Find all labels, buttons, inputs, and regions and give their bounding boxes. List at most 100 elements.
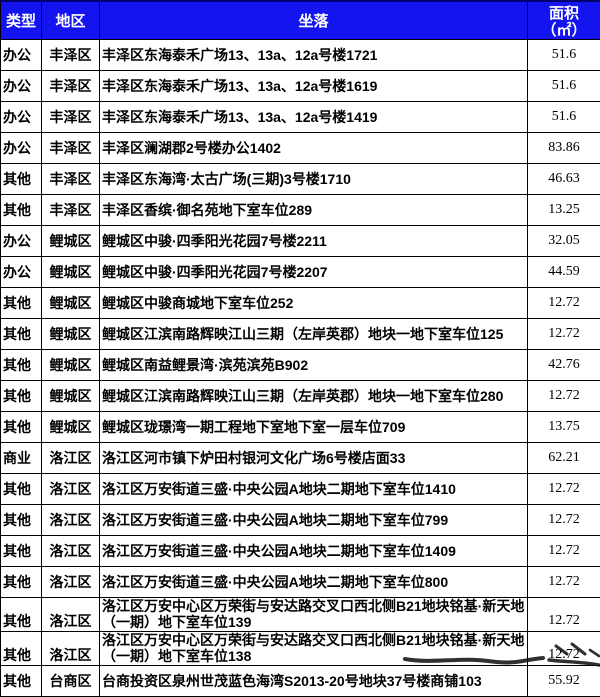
cell-type[interactable]: 办公 <box>1 226 42 257</box>
cell-location[interactable]: 丰泽区东海泰禾广场13、13a、12a号楼1619 <box>100 71 528 102</box>
cell-area[interactable]: 13.25 <box>528 195 600 226</box>
cell-type[interactable]: 办公 <box>1 40 42 71</box>
cell-location[interactable]: 丰泽区东海湾·太古广场(三期)3号楼1710 <box>100 164 528 195</box>
cell-type[interactable]: 其他 <box>1 567 42 598</box>
cell-type[interactable]: 办公 <box>1 71 42 102</box>
cell-type[interactable]: 其他 <box>1 319 42 350</box>
cell-type[interactable]: 办公 <box>1 257 42 288</box>
cell-district[interactable]: 洛江区 <box>42 443 100 474</box>
cell-district[interactable]: 洛江区 <box>42 632 100 666</box>
cell-location[interactable]: 丰泽区香缤·御名苑地下室车位289 <box>100 195 528 226</box>
col-header-area[interactable]: 面积 （㎡） <box>528 1 600 40</box>
cell-location[interactable]: 洛江区万安街道三盛·中央公园A地块二期地下室车位799 <box>100 505 528 536</box>
cell-district[interactable]: 洛江区 <box>42 474 100 505</box>
cell-type[interactable]: 其他 <box>1 632 42 666</box>
cell-area[interactable]: 62.21 <box>528 443 600 474</box>
cell-area[interactable]: 46.63 <box>528 164 600 195</box>
cell-type[interactable]: 其他 <box>1 164 42 195</box>
cell-area[interactable]: 51.6 <box>528 40 600 71</box>
cell-location[interactable]: 鲤城区中骏·四季阳光花园7号楼2207 <box>100 257 528 288</box>
cell-location[interactable]: 洛江区万安街道三盛·中央公园A地块二期地下室车位1410 <box>100 474 528 505</box>
cell-district[interactable]: 鲤城区 <box>42 226 100 257</box>
cell-type[interactable]: 办公 <box>1 102 42 133</box>
cell-area[interactable]: 12.72 <box>528 632 600 666</box>
cell-area[interactable]: 51.6 <box>528 102 600 133</box>
cell-type[interactable]: 办公 <box>1 133 42 164</box>
cell-area[interactable]: 51.6 <box>528 71 600 102</box>
cell-area[interactable]: 32.05 <box>528 226 600 257</box>
cell-district[interactable]: 鲤城区 <box>42 288 100 319</box>
cell-district[interactable]: 丰泽区 <box>42 40 100 71</box>
col-header-type[interactable]: 类型 <box>1 1 42 40</box>
cell-location[interactable]: 鲤城区中骏·四季阳光花园7号楼2211 <box>100 226 528 257</box>
cell-district[interactable]: 鲤城区 <box>42 350 100 381</box>
col-header-location[interactable]: 坐落 <box>100 1 528 40</box>
cell-area[interactable]: 12.72 <box>528 319 600 350</box>
cell-location[interactable]: 鲤城区江滨南路辉映江山三期（左岸英郡）地块一地下室车位280 <box>100 381 528 412</box>
cell-area[interactable]: 12.72 <box>528 505 600 536</box>
cell-district[interactable]: 丰泽区 <box>42 164 100 195</box>
header-row: 类型 地区 坐落 面积 （㎡） <box>1 1 600 40</box>
cell-location[interactable]: 鲤城区江滨南路辉映江山三期（左岸英郡）地块一地下室车位125 <box>100 319 528 350</box>
cell-type[interactable]: 其他 <box>1 288 42 319</box>
cell-type[interactable]: 其他 <box>1 381 42 412</box>
cell-district[interactable]: 丰泽区 <box>42 71 100 102</box>
cell-district[interactable]: 洛江区 <box>42 536 100 567</box>
cell-location[interactable]: 洛江区万安中心区万荣街与安达路交叉口西北侧B21地块铭基·新天地（一期）地下室车… <box>100 598 528 632</box>
cell-area[interactable]: 12.72 <box>528 536 600 567</box>
cell-location[interactable]: 丰泽区东海泰禾广场13、13a、12a号楼1419 <box>100 102 528 133</box>
cell-location[interactable]: 洛江区万安街道三盛·中央公园A地块二期地下室车位1409 <box>100 536 528 567</box>
cell-area[interactable]: 44.59 <box>528 257 600 288</box>
cell-area[interactable]: 12.72 <box>528 381 600 412</box>
cell-type[interactable]: 其他 <box>1 598 42 632</box>
cell-district[interactable]: 丰泽区 <box>42 195 100 226</box>
cell-district[interactable]: 鲤城区 <box>42 257 100 288</box>
cell-area[interactable]: 12.72 <box>528 567 600 598</box>
cell-location[interactable]: 洛江区万安中心区万荣街与安达路交叉口西北侧B21地块铭基·新天地（一期）地下室车… <box>100 632 528 666</box>
cell-location[interactable]: 鲤城区中骏商城地下室车位252 <box>100 288 528 319</box>
cell-type[interactable]: 其他 <box>1 536 42 567</box>
table-header: 类型 地区 坐落 面积 （㎡） <box>1 1 600 40</box>
cell-type[interactable]: 其他 <box>1 505 42 536</box>
cell-location[interactable]: 丰泽区东海泰禾广场13、13a、12a号楼1721 <box>100 40 528 71</box>
col-header-district[interactable]: 地区 <box>42 1 100 40</box>
cell-type[interactable]: 其他 <box>1 350 42 381</box>
cell-area[interactable]: 12.72 <box>528 474 600 505</box>
cell-area[interactable]: 12.72 <box>528 598 600 632</box>
cell-location[interactable]: 洛江区河市镇下炉田村银河文化广场6号楼店面33 <box>100 443 528 474</box>
cell-district[interactable]: 鲤城区 <box>42 381 100 412</box>
cell-area[interactable]: 12.72 <box>528 288 600 319</box>
cell-area[interactable]: 13.75 <box>528 412 600 443</box>
cell-district[interactable]: 鲤城区 <box>42 412 100 443</box>
cell-district[interactable]: 丰泽区 <box>42 133 100 164</box>
cell-type[interactable]: 其他 <box>1 412 42 443</box>
area-header-line2: （㎡） <box>528 22 600 39</box>
cell-district[interactable]: 洛江区 <box>42 567 100 598</box>
cell-type[interactable]: 其他 <box>1 195 42 226</box>
cell-type[interactable]: 商业 <box>1 443 42 474</box>
cell-location[interactable]: 丰泽区澜湖郡2号楼办公1402 <box>100 133 528 164</box>
cell-type[interactable]: 其他 <box>1 474 42 505</box>
cell-location[interactable]: 洛江区万安街道三盛·中央公园A地块二期地下室车位800 <box>100 567 528 598</box>
cell-district[interactable]: 洛江区 <box>42 505 100 536</box>
cell-district[interactable]: 鲤城区 <box>42 319 100 350</box>
cell-district[interactable]: 丰泽区 <box>42 102 100 133</box>
cell-location[interactable]: 鲤城区南益鲤景湾·滨苑滨苑B902 <box>100 350 528 381</box>
cell-district[interactable]: 洛江区 <box>42 598 100 632</box>
cell-area[interactable]: 83.86 <box>528 133 600 164</box>
cell-location[interactable]: 鲤城区珑璟湾一期工程地下室地下室一层车位709 <box>100 412 528 443</box>
cell-area[interactable]: 42.76 <box>528 350 600 381</box>
